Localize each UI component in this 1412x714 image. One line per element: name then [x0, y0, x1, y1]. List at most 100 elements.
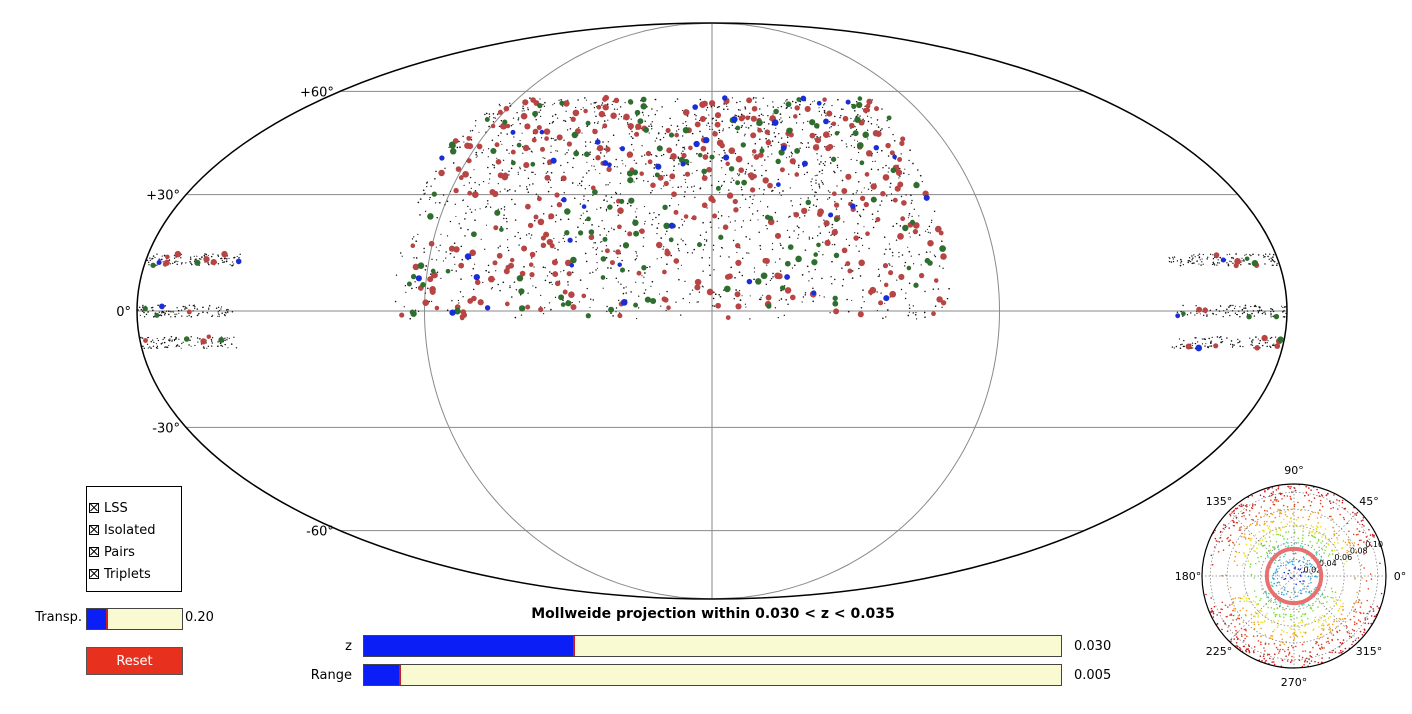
- data-point: [484, 117, 490, 122]
- data-point: [745, 306, 747, 308]
- data-point: [781, 120, 783, 122]
- data-point: [799, 217, 801, 219]
- data-point: [544, 157, 546, 160]
- polar-data-point: [1260, 643, 1262, 646]
- data-point: [469, 176, 472, 179]
- polar-data-point: [1268, 643, 1270, 645]
- data-point: [1219, 256, 1222, 259]
- data-point: [151, 309, 154, 312]
- polar-data-point: [1329, 615, 1331, 618]
- data-point: [604, 120, 606, 122]
- polar-data-point: [1264, 513, 1267, 515]
- checkbox-lss[interactable]: LSS: [89, 497, 181, 519]
- data-point: [1259, 339, 1261, 342]
- data-point: [1258, 306, 1260, 308]
- data-point: [425, 182, 428, 184]
- polar-data-point: [1258, 512, 1260, 514]
- data-point: [422, 299, 430, 307]
- checkbox-pairs[interactable]: Pairs: [89, 541, 181, 563]
- data-point: [921, 180, 923, 183]
- checkbox-icon[interactable]: [89, 569, 99, 579]
- data-point: [765, 137, 767, 140]
- data-point: [654, 98, 657, 101]
- polar-data-point: [1308, 662, 1311, 665]
- polar-data-point: [1330, 632, 1332, 634]
- data-point: [709, 100, 716, 107]
- series-checkbox-panel: LSS Isolated Pairs Triplets: [86, 486, 182, 592]
- data-point: [180, 257, 182, 259]
- data-point: [804, 105, 811, 113]
- polar-data-point: [1335, 598, 1338, 601]
- data-point: [605, 145, 608, 147]
- transp-slider[interactable]: [86, 608, 183, 630]
- polar-data-point: [1268, 592, 1270, 595]
- checkbox-isolated[interactable]: Isolated: [89, 519, 181, 541]
- checkbox-icon[interactable]: [89, 503, 99, 513]
- checkbox-icon[interactable]: [89, 547, 99, 557]
- checkbox-icon[interactable]: [89, 525, 99, 535]
- data-point: [772, 272, 774, 275]
- polar-data-point: [1261, 545, 1264, 547]
- data-point: [550, 272, 553, 275]
- data-point: [692, 190, 695, 192]
- data-point: [613, 202, 615, 204]
- data-point: [228, 337, 230, 339]
- data-point: [595, 269, 597, 271]
- polar-data-point: [1288, 652, 1291, 655]
- polar-data-point: [1290, 536, 1293, 539]
- data-point: [155, 343, 157, 345]
- z-slider[interactable]: [363, 635, 1062, 657]
- data-point: [709, 128, 711, 130]
- data-point: [499, 245, 501, 247]
- polar-data-point: [1319, 502, 1322, 505]
- polar-data-point: [1329, 500, 1331, 503]
- range-slider[interactable]: [363, 664, 1062, 686]
- polar-data-point: [1271, 521, 1274, 523]
- data-point: [677, 139, 680, 142]
- data-point: [741, 188, 743, 191]
- data-point: [620, 283, 622, 285]
- data-point: [888, 126, 890, 129]
- data-point: [577, 230, 584, 236]
- polar-data-point: [1217, 551, 1220, 553]
- data-point: [774, 211, 777, 214]
- data-point: [409, 309, 415, 315]
- data-point: [423, 251, 425, 253]
- polar-data-point: [1249, 523, 1252, 526]
- data-point: [929, 251, 931, 253]
- data-point: [546, 275, 549, 277]
- transp-slider-fill[interactable]: [87, 609, 108, 629]
- data-point: [666, 305, 671, 310]
- data-point: [833, 308, 840, 315]
- data-point: [500, 208, 503, 210]
- data-point: [449, 253, 451, 255]
- polar-data-point: [1231, 511, 1233, 513]
- reset-button[interactable]: Reset: [86, 647, 183, 675]
- data-point: [718, 131, 721, 134]
- data-point: [1207, 346, 1210, 349]
- data-point: [682, 150, 684, 152]
- polar-data-point: [1267, 556, 1269, 558]
- data-point: [499, 289, 501, 292]
- data-point: [152, 345, 155, 347]
- checkbox-triplets[interactable]: Triplets: [89, 563, 181, 585]
- data-point: [833, 115, 836, 118]
- data-point: [218, 336, 225, 343]
- data-point: [464, 253, 472, 260]
- data-point: [556, 134, 563, 141]
- polar-data-point: [1279, 615, 1281, 618]
- z-slider-fill[interactable]: [364, 636, 576, 656]
- data-point: [488, 125, 490, 128]
- data-point: [822, 104, 825, 106]
- polar-data-point: [1298, 605, 1300, 607]
- polar-data-point: [1271, 621, 1273, 624]
- data-point: [683, 214, 689, 219]
- range-slider-fill[interactable]: [364, 665, 401, 685]
- data-point: [176, 344, 178, 347]
- data-point: [539, 98, 541, 100]
- polar-data-point: [1283, 571, 1286, 574]
- data-point: [494, 142, 500, 148]
- data-point: [516, 111, 518, 114]
- data-point: [446, 309, 449, 311]
- data-point: [590, 185, 596, 191]
